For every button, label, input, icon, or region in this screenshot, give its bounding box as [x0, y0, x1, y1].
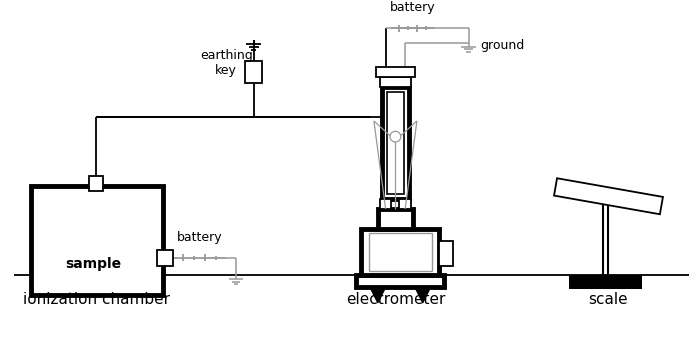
Polygon shape	[370, 287, 386, 303]
Bar	[369, 234, 432, 271]
Bar	[386, 92, 404, 194]
Bar	[127, 275, 145, 295]
Bar	[399, 199, 411, 209]
Polygon shape	[554, 178, 663, 214]
Circle shape	[390, 131, 401, 142]
Bar	[382, 87, 409, 199]
Text: ground: ground	[480, 39, 525, 52]
Text: earthing
key: earthing key	[200, 49, 253, 77]
Bar	[245, 61, 262, 83]
Text: ionization chamber: ionization chamber	[23, 292, 170, 307]
Bar	[378, 209, 413, 228]
Bar	[90, 176, 103, 191]
Bar	[376, 67, 415, 77]
Bar	[380, 199, 391, 209]
Text: electrometer: electrometer	[346, 292, 445, 307]
Bar	[157, 250, 172, 266]
Text: sample: sample	[65, 257, 121, 271]
Text: battery: battery	[176, 231, 222, 244]
Bar	[361, 228, 440, 275]
Text: battery: battery	[390, 1, 435, 14]
Bar	[356, 275, 444, 287]
Bar	[569, 275, 642, 289]
Bar	[31, 185, 163, 295]
Text: scale: scale	[589, 292, 629, 307]
Bar	[379, 68, 412, 76]
Bar	[380, 77, 411, 87]
Bar	[48, 275, 66, 295]
Polygon shape	[415, 287, 430, 303]
Bar	[440, 241, 453, 266]
